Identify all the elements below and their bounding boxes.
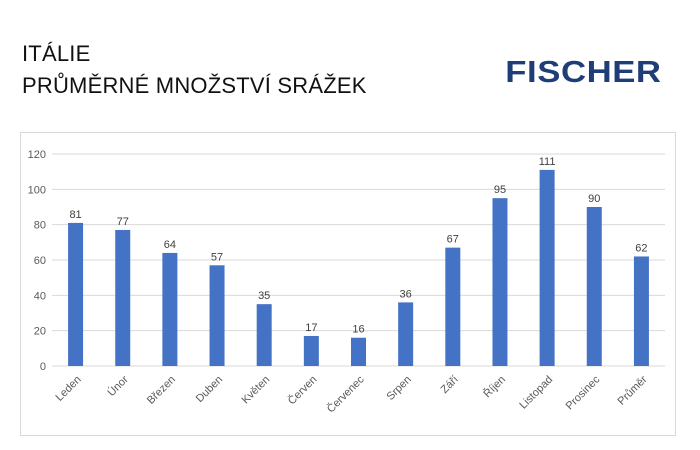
x-category-label: Červen xyxy=(285,373,319,407)
data-label: 36 xyxy=(400,288,412,300)
bar-Červenec xyxy=(351,337,366,366)
bars xyxy=(68,169,649,366)
x-category-label: Říjen xyxy=(481,373,508,400)
bar-Listopad xyxy=(539,169,555,366)
y-axis-ticks: 0 20 40 60 80 100 120 xyxy=(28,149,46,373)
data-label: 77 xyxy=(117,216,129,228)
bar-Srpen xyxy=(398,302,414,366)
x-category-label: Průměr xyxy=(616,373,650,407)
chart-title-subject: PRŮMĚRNÉ MNOŽSTVÍ SRÁŽEK xyxy=(22,73,367,98)
x-category-label: Leden xyxy=(54,374,84,404)
bar-Březen xyxy=(162,252,178,366)
bar-Duben xyxy=(209,265,225,366)
x-category-label: Září xyxy=(439,374,461,396)
x-category-label: Březen xyxy=(145,374,178,407)
x-category-label: Únor xyxy=(105,373,131,399)
chart-title-country: ITÁLIE xyxy=(22,41,91,66)
bar-Únor xyxy=(115,229,131,366)
fischer-logo: FISCHER xyxy=(505,54,662,89)
data-label: 57 xyxy=(211,251,223,263)
data-label: 64 xyxy=(164,239,176,251)
y-tick-label: 120 xyxy=(28,149,46,161)
bar-Leden xyxy=(68,222,84,366)
data-label: 35 xyxy=(258,290,270,302)
data-label: 81 xyxy=(69,209,81,221)
x-category-label: Srpen xyxy=(385,374,414,403)
bar-Prosinec xyxy=(586,207,602,366)
bar-Říjen xyxy=(492,198,508,366)
x-category-label: Červenec xyxy=(324,373,367,416)
bar-Červen xyxy=(303,335,319,366)
y-tick-label: 0 xyxy=(40,361,46,373)
y-tick-label: 60 xyxy=(34,255,46,267)
data-label: 90 xyxy=(588,193,600,205)
bar-Září xyxy=(445,247,461,366)
y-tick-label: 20 xyxy=(34,326,46,338)
x-category-label: Listopad xyxy=(517,374,555,412)
x-axis-categories: Leden Únor Březen Duben Květen Červen Červenec… xyxy=(54,373,650,416)
y-tick-label: 100 xyxy=(28,184,46,196)
data-label: 62 xyxy=(635,242,647,254)
data-labels: 81 77 64 57 35 17 16 36 67 95 111 90 62 xyxy=(69,156,647,336)
data-label: 95 xyxy=(494,184,506,196)
x-category-label: Duben xyxy=(194,374,225,405)
y-tick-label: 40 xyxy=(34,290,46,302)
data-label: 67 xyxy=(447,234,459,246)
y-tick-label: 80 xyxy=(34,220,46,232)
data-label: 111 xyxy=(539,156,556,168)
bar-Květen xyxy=(256,304,272,366)
x-category-label: Prosinec xyxy=(564,373,603,412)
data-label: 16 xyxy=(352,324,364,336)
data-label: 17 xyxy=(305,322,317,334)
title-block: ITÁLIE PRŮMĚRNÉ MNOŽSTVÍ SRÁŽEK xyxy=(22,38,367,102)
bar-Průměr xyxy=(633,256,649,366)
x-category-label: Květen xyxy=(240,374,273,407)
